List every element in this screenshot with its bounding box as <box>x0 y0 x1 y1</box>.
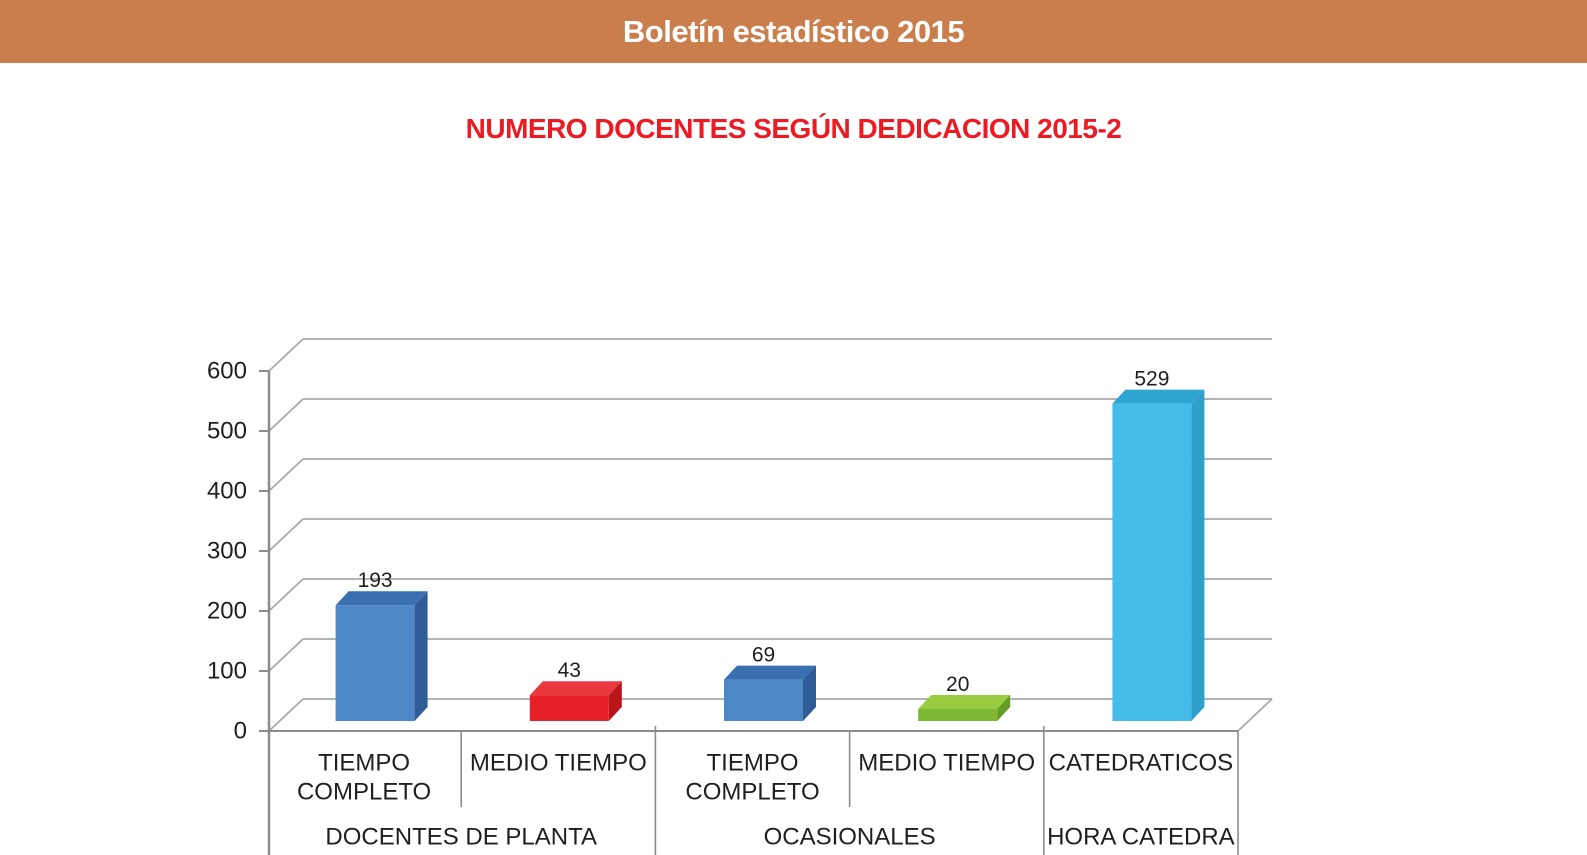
y-tick-label-600: 600 <box>207 358 247 385</box>
bar-side-face <box>803 665 816 721</box>
gridline-diagonal-500 <box>268 398 304 432</box>
floor-right-edge <box>1237 698 1273 732</box>
bar-front-face <box>918 709 998 721</box>
category-label-line: MEDIO TIEMPO <box>470 750 647 777</box>
bar-side-face <box>414 591 428 721</box>
gridline-diagonal-100 <box>268 638 304 672</box>
gridline-diagonal-0 <box>268 698 304 732</box>
bar-side-face <box>997 695 1011 721</box>
bar-top-face <box>1112 389 1205 404</box>
bar-value-label-4: 529 <box>1134 368 1169 391</box>
category-label-line: COMPLETO <box>685 779 819 806</box>
y-tick-label-300: 300 <box>207 538 247 565</box>
category-label-line: TIEMPO <box>706 750 798 777</box>
category-label-line: COMPLETO <box>297 779 431 806</box>
category-label-line: TIEMPO <box>318 750 410 777</box>
y-tick-label-200: 200 <box>207 598 247 625</box>
gridline-diagonal-600 <box>268 338 304 372</box>
chart-title: NUMERO DOCENTES SEGÚN DEDICACION 2015-2 <box>465 113 1122 144</box>
bar-front-face <box>724 679 803 721</box>
bar-value-label-1: 43 <box>558 659 581 682</box>
bar-front-face <box>335 605 415 721</box>
bar-value-label-3: 20 <box>946 673 969 696</box>
document-title: Boletín estadístico 2015 <box>622 13 965 49</box>
category-label-1: MEDIO TIEMPO <box>470 750 647 777</box>
group-label-1: OCASIONALES <box>764 824 936 851</box>
bar-1-medio-tiempo <box>529 681 622 721</box>
bar-top-face <box>529 681 622 696</box>
y-tick-label-500: 500 <box>207 418 247 445</box>
y-tick-label-100: 100 <box>207 658 247 685</box>
header-bar: Boletín estadístico 2015 <box>0 0 1587 63</box>
bar-front-face <box>1112 403 1192 721</box>
y-tick-label-0: 0 <box>234 718 247 745</box>
bar-3-medio-tiempo <box>918 695 1011 721</box>
category-label-3: MEDIO TIEMPO <box>858 750 1035 777</box>
group-label-2: HORA CATEDRA <box>1047 824 1235 851</box>
category-label-line: CATEDRATICOS <box>1049 750 1233 777</box>
category-label-4: CATEDRATICOS <box>1049 750 1233 777</box>
bar-side-face <box>1191 389 1205 721</box>
bar-4-catedraticos <box>1112 389 1205 721</box>
bar-top-face <box>335 591 428 606</box>
bar-front-face <box>529 695 609 721</box>
gridline-diagonal-300 <box>268 518 304 552</box>
group-label-0: DOCENTES DE PLANTA <box>325 824 597 851</box>
bar-side-face <box>608 681 622 721</box>
gridline-diagonal-400 <box>268 458 304 492</box>
y-tick-label-400: 400 <box>207 478 247 505</box>
bar-0-tiempo-completo <box>335 591 428 721</box>
bar-top-face <box>918 695 1011 709</box>
bar-top-face <box>724 665 816 680</box>
bar-value-label-2: 69 <box>752 644 775 667</box>
gridline-diagonal-200 <box>268 578 304 612</box>
bar-value-label-0: 193 <box>358 569 393 592</box>
bar-2-tiempo-completo <box>724 665 816 721</box>
category-label-line: MEDIO TIEMPO <box>858 750 1035 777</box>
